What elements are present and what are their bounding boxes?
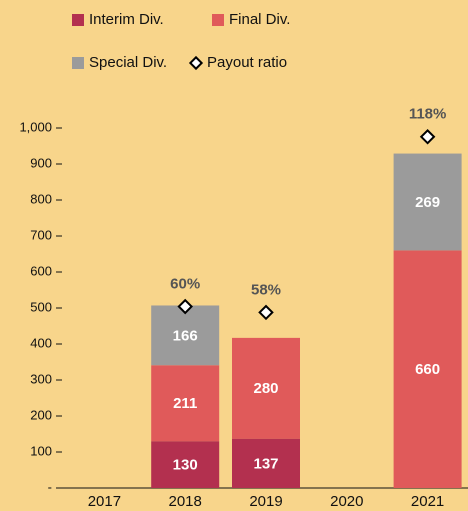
bar-segment	[393, 153, 462, 251]
x-tick-label: 2019	[249, 493, 282, 510]
legend-swatch	[212, 14, 224, 26]
bar-segment	[232, 438, 300, 488]
y-tick-label: 300	[30, 371, 52, 386]
legend-label: Payout ratio	[207, 54, 287, 71]
y-tick-label: 800	[30, 191, 52, 206]
x-tick-label: 2018	[169, 493, 202, 510]
value-label: 137	[253, 455, 278, 472]
value-label: 269	[415, 194, 440, 211]
value-label: 660	[415, 361, 440, 378]
bar-segment	[151, 305, 220, 366]
legend-swatch	[72, 14, 84, 26]
y-tick-label: 100	[30, 443, 52, 458]
payout-marker	[177, 298, 193, 315]
y-tick-label: 200	[30, 407, 52, 422]
x-tick-label: 2020	[330, 493, 363, 510]
x-tick-label: 2021	[411, 493, 444, 510]
payout-marker	[258, 304, 274, 321]
y-tick-label: 400	[30, 335, 52, 350]
payout-label: 58%	[251, 281, 281, 298]
legend-marker	[188, 55, 204, 71]
legend-label: Special Div.	[89, 54, 167, 71]
y-tick-label: 1,000	[19, 119, 52, 134]
x-tick-label: 2017	[88, 493, 121, 510]
legend-label: Interim Div.	[89, 11, 164, 28]
legend-label: Final Div.	[229, 11, 290, 28]
legend-swatch	[72, 57, 84, 69]
payout-label: 118%	[409, 106, 447, 123]
y-tick-label: -	[48, 479, 52, 494]
y-tick-label: 900	[30, 155, 52, 170]
bar-segment	[151, 441, 220, 488]
y-tick-label: 600	[30, 263, 52, 278]
y-tick-label: 500	[30, 299, 52, 314]
payout-marker	[419, 129, 436, 145]
value-label: 130	[173, 457, 198, 474]
bar-segment	[232, 337, 300, 439]
bar-segment	[151, 365, 220, 442]
value-label: 166	[173, 327, 198, 344]
y-tick-label: 700	[30, 227, 52, 242]
bar-segment	[393, 250, 462, 488]
value-label: 280	[253, 380, 278, 397]
payout-label: 60%	[170, 276, 200, 293]
value-label: 211	[173, 395, 197, 412]
